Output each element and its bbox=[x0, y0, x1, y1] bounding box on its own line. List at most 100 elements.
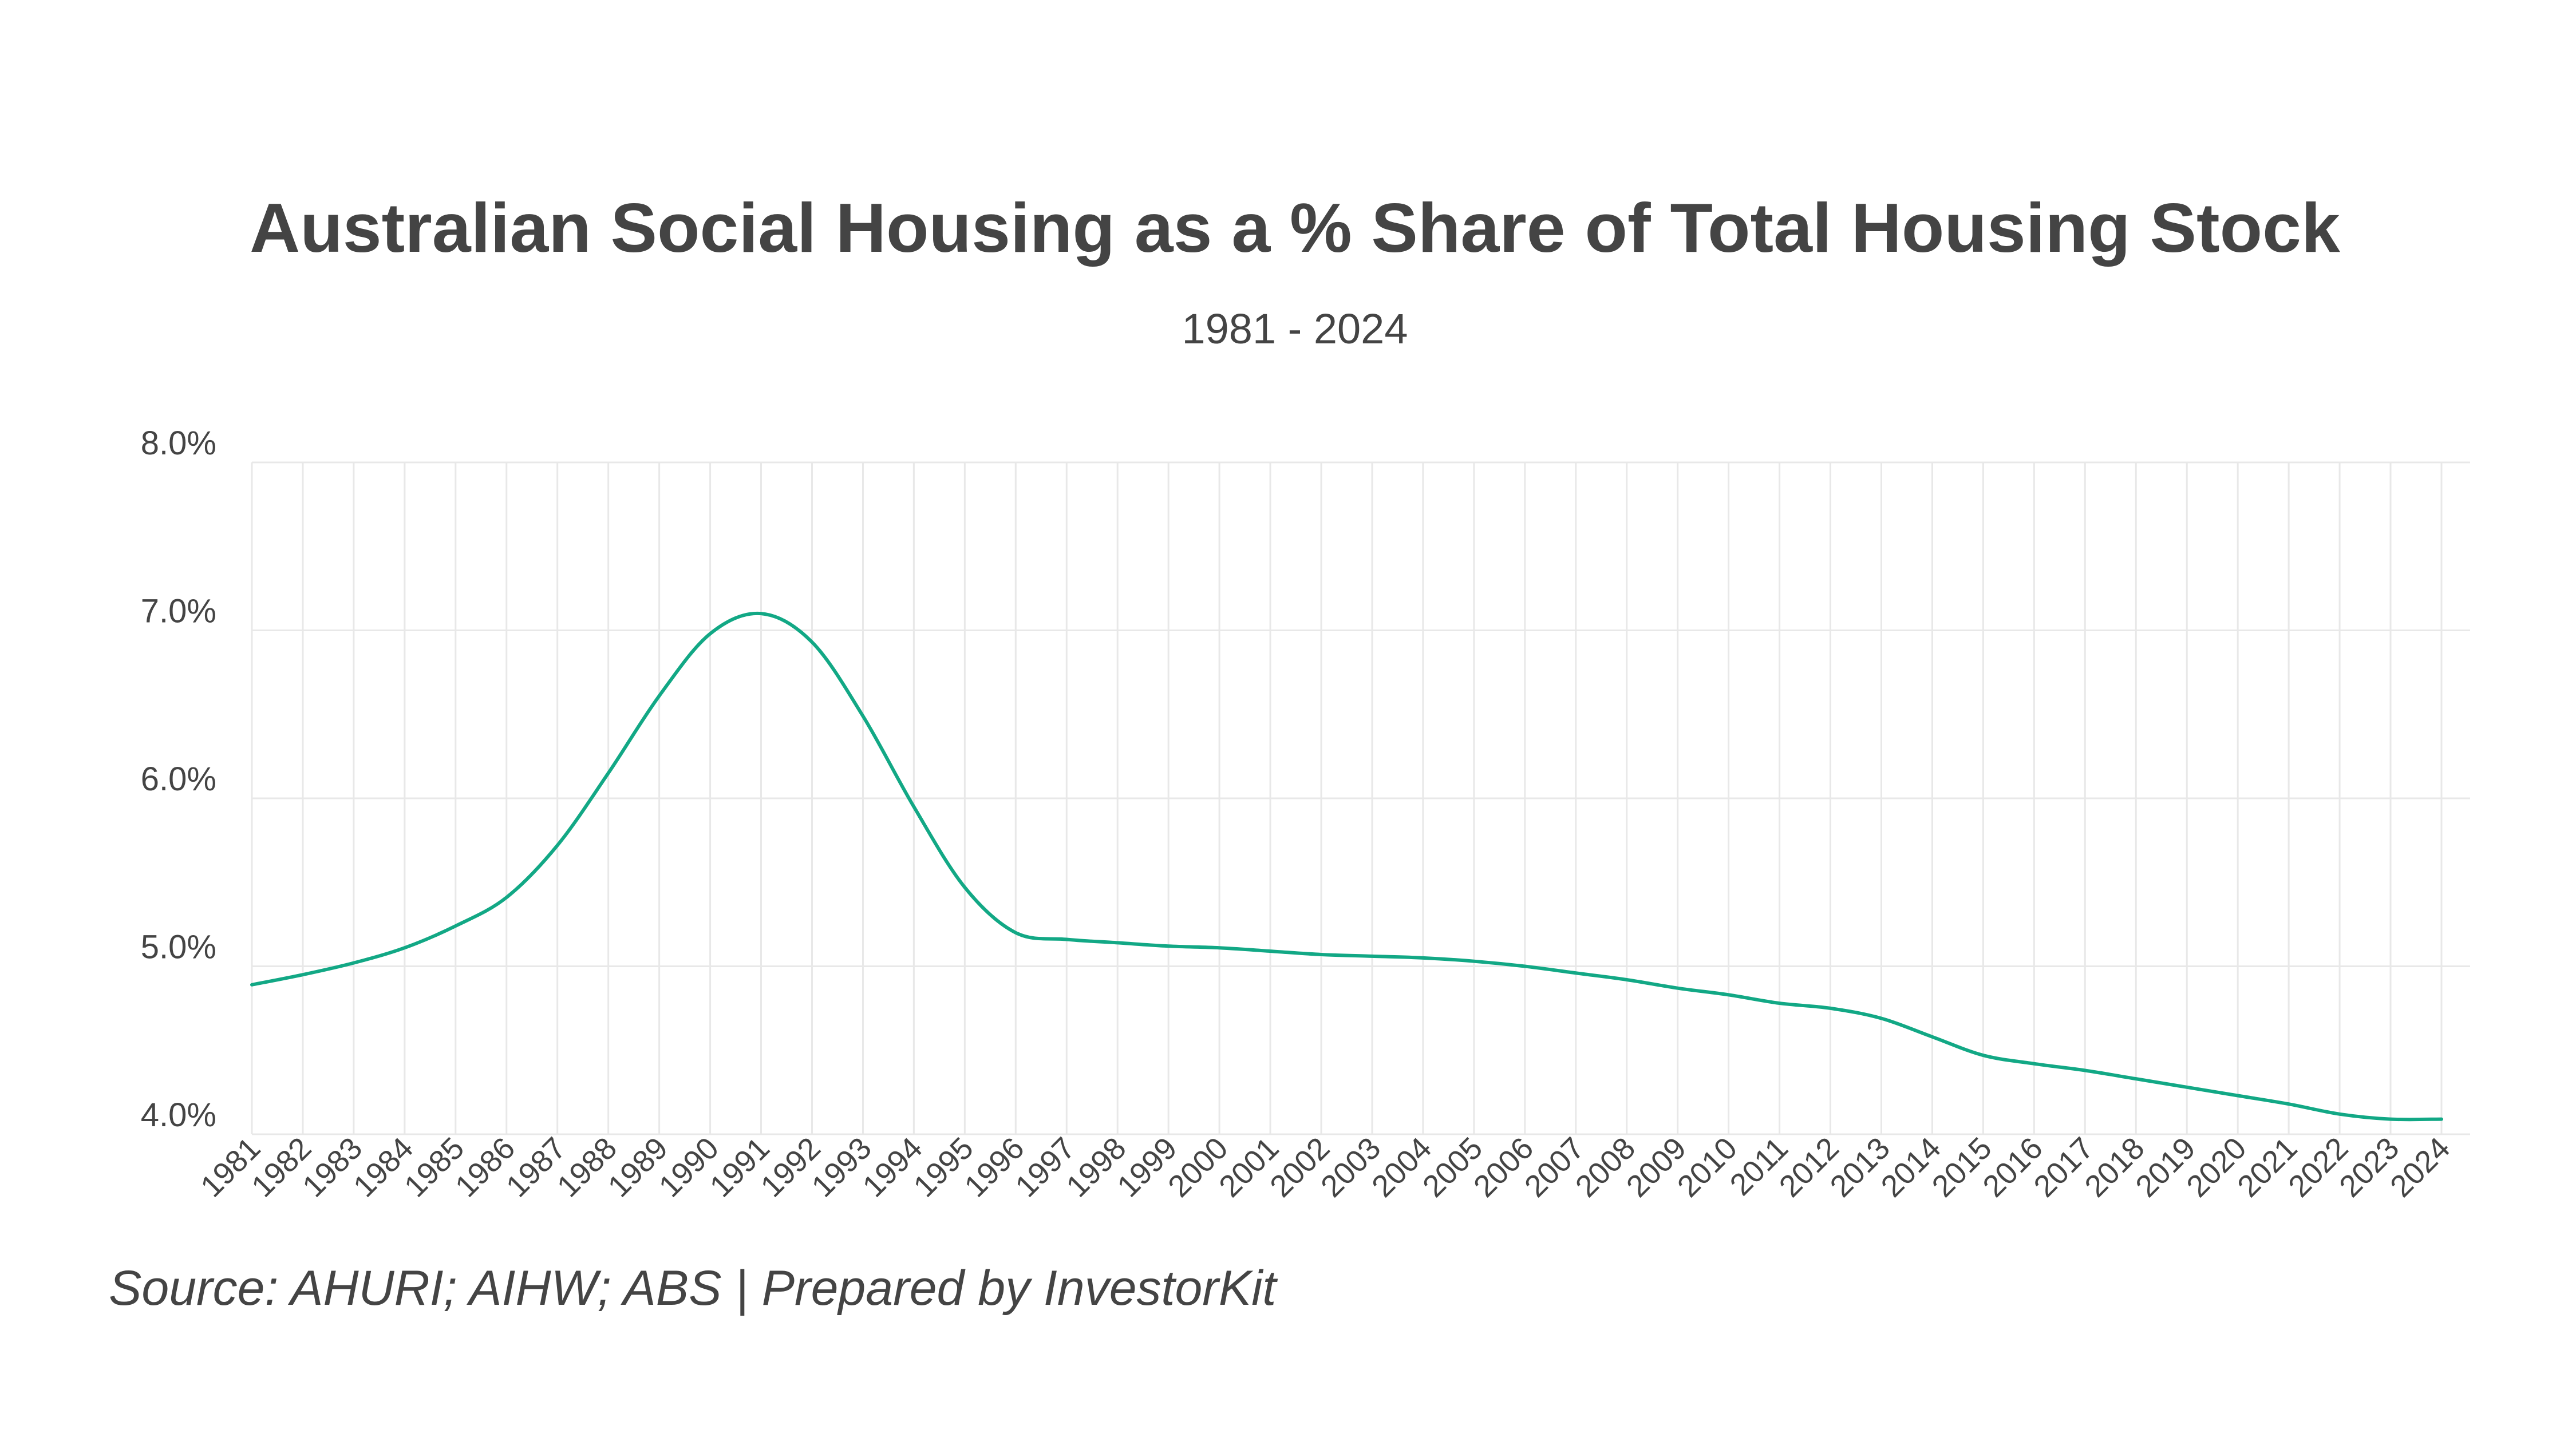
x-tick-label: 2019 bbox=[2129, 1131, 2202, 1203]
x-tick-label: 2018 bbox=[2078, 1131, 2151, 1203]
data-point-2021 bbox=[2286, 1102, 2291, 1106]
data-point-1989 bbox=[657, 694, 662, 698]
series-layer bbox=[250, 611, 2444, 1122]
data-point-2015 bbox=[1981, 1053, 1985, 1058]
x-tick-label: 2022 bbox=[2282, 1131, 2354, 1203]
data-point-1990 bbox=[708, 631, 713, 636]
data-point-1984 bbox=[402, 945, 407, 950]
data-point-2003 bbox=[1370, 954, 1374, 959]
data-point-1986 bbox=[504, 895, 509, 900]
x-tick-label: 1998 bbox=[1060, 1131, 1132, 1203]
x-tick-label: 1989 bbox=[602, 1131, 674, 1203]
data-point-2000 bbox=[1217, 945, 1222, 950]
data-point-2001 bbox=[1268, 949, 1273, 953]
x-tick-label: 1986 bbox=[449, 1131, 521, 1203]
x-tick-label: 1993 bbox=[805, 1131, 878, 1203]
data-point-2011 bbox=[1777, 1001, 1782, 1005]
data-point-2006 bbox=[1523, 964, 1527, 969]
x-tick-label: 2009 bbox=[1620, 1131, 1693, 1203]
x-tick-label: 1990 bbox=[653, 1131, 725, 1203]
x-tick-label: 1994 bbox=[856, 1131, 929, 1203]
data-point-2010 bbox=[1726, 992, 1731, 997]
x-tick-label: 2023 bbox=[2333, 1131, 2405, 1203]
x-tick-label: 2020 bbox=[2180, 1131, 2253, 1203]
data-point-2004 bbox=[1421, 956, 1425, 960]
x-tick-label: 2015 bbox=[1926, 1131, 1998, 1203]
data-point-2019 bbox=[2184, 1085, 2189, 1090]
x-tick-label: 1995 bbox=[907, 1131, 979, 1203]
data-point-1999 bbox=[1166, 944, 1171, 948]
y-tick-label: 4.0% bbox=[141, 1096, 216, 1134]
data-point-2016 bbox=[2032, 1062, 2036, 1066]
data-point-1996 bbox=[1013, 931, 1018, 935]
data-point-2024 bbox=[2439, 1117, 2444, 1122]
x-tick-label: 1999 bbox=[1111, 1131, 1183, 1203]
x-tick-label: 1987 bbox=[500, 1131, 572, 1203]
data-point-2002 bbox=[1319, 952, 1323, 957]
x-axis: 1981198219831984198519861987198819891990… bbox=[194, 1131, 2456, 1203]
x-tick-label: 1988 bbox=[551, 1131, 623, 1203]
x-tick-label: 2000 bbox=[1161, 1131, 1234, 1203]
x-tick-label: 1984 bbox=[347, 1131, 420, 1203]
data-point-1998 bbox=[1115, 940, 1120, 945]
chart-title: Australian Social Housing as a % Share o… bbox=[250, 189, 2340, 267]
data-point-1985 bbox=[453, 924, 458, 928]
chart-subtitle: 1981 - 2024 bbox=[1182, 305, 1408, 353]
x-tick-label: 2004 bbox=[1365, 1131, 1438, 1203]
x-tick-label: 1981 bbox=[194, 1131, 267, 1203]
y-tick-label: 7.0% bbox=[141, 593, 216, 630]
data-point-2023 bbox=[2388, 1117, 2393, 1122]
y-axis: 4.0% 5.0% 6.0% 7.0% 8.0% bbox=[141, 425, 216, 1134]
y-tick-label: 8.0% bbox=[141, 425, 216, 462]
data-point-1991 bbox=[759, 611, 764, 616]
data-point-1987 bbox=[555, 843, 560, 848]
data-point-1995 bbox=[962, 885, 967, 890]
data-point-1981 bbox=[250, 983, 254, 987]
y-tick-label: 6.0% bbox=[141, 761, 216, 798]
data-point-1988 bbox=[606, 771, 611, 775]
x-tick-label: 2016 bbox=[1976, 1131, 2049, 1203]
x-tick-label: 1992 bbox=[754, 1131, 827, 1203]
x-tick-label: 2024 bbox=[2384, 1131, 2456, 1203]
x-tick-label: 1983 bbox=[296, 1131, 369, 1203]
x-tick-label: 2005 bbox=[1416, 1131, 1489, 1203]
data-point-2020 bbox=[2235, 1093, 2240, 1098]
x-tick-label: 2006 bbox=[1467, 1131, 1540, 1203]
x-tick-label: 2012 bbox=[1773, 1131, 1846, 1203]
x-tick-label: 2008 bbox=[1569, 1131, 1642, 1203]
data-point-2005 bbox=[1472, 959, 1476, 964]
data-point-2017 bbox=[2083, 1068, 2087, 1072]
x-tick-label: 1997 bbox=[1009, 1131, 1081, 1203]
series-line bbox=[250, 611, 2443, 1122]
x-tick-label: 1985 bbox=[398, 1131, 471, 1203]
x-tick-label: 2001 bbox=[1212, 1131, 1285, 1203]
x-tick-label: 2013 bbox=[1824, 1131, 1897, 1203]
x-tick-label: 2002 bbox=[1263, 1131, 1336, 1203]
x-tick-label: 1996 bbox=[958, 1131, 1030, 1203]
data-point-2009 bbox=[1676, 986, 1680, 991]
data-point-1983 bbox=[351, 961, 356, 965]
x-tick-label: 2014 bbox=[1875, 1131, 1947, 1203]
x-tick-label: 2017 bbox=[2027, 1131, 2100, 1203]
x-tick-label: 1982 bbox=[245, 1131, 318, 1203]
data-point-1982 bbox=[301, 972, 305, 977]
data-point-1994 bbox=[911, 805, 916, 809]
source-note: Source: AHURI; AIHW; ABS | Prepared by I… bbox=[109, 1261, 1278, 1316]
y-tick-label: 5.0% bbox=[141, 929, 216, 966]
data-point-1992 bbox=[809, 640, 814, 644]
data-point-2007 bbox=[1574, 971, 1578, 975]
x-tick-label: 2003 bbox=[1314, 1131, 1387, 1203]
data-point-2008 bbox=[1625, 977, 1629, 982]
x-tick-label: 2021 bbox=[2231, 1131, 2304, 1203]
data-point-1993 bbox=[860, 714, 865, 718]
data-point-2014 bbox=[1930, 1035, 1934, 1039]
x-tick-label: 2010 bbox=[1671, 1131, 1744, 1203]
x-tick-label: 2007 bbox=[1518, 1131, 1591, 1203]
x-tick-label: 1991 bbox=[704, 1131, 776, 1203]
grid bbox=[251, 461, 2470, 1135]
data-point-2013 bbox=[1879, 1016, 1884, 1020]
data-point-1997 bbox=[1064, 937, 1069, 942]
data-point-2012 bbox=[1828, 1006, 1833, 1011]
data-point-2022 bbox=[2337, 1112, 2342, 1117]
